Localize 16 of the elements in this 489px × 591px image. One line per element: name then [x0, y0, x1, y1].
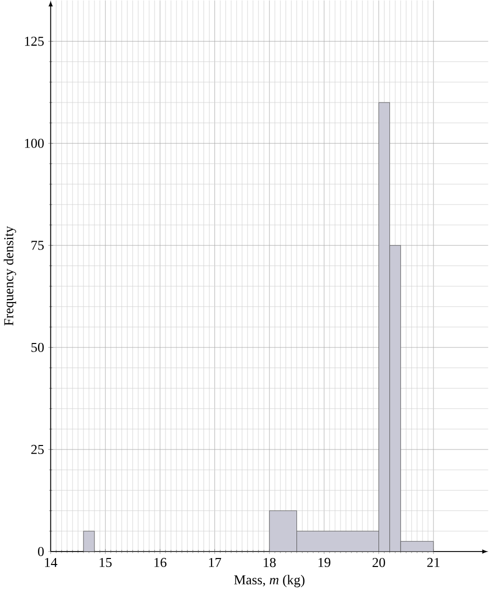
y-tick-label: 125: [25, 36, 44, 46]
x-tick-label: 20: [372, 558, 386, 568]
y-axis-title: Frequency density: [4, 226, 16, 326]
x-axis-title: Mass, m (kg): [234, 574, 305, 588]
y-tick-label: 100: [25, 138, 44, 148]
x-tick-label: 19: [318, 558, 331, 568]
y-tick-label: 75: [32, 240, 44, 250]
x-tick-label: 14: [45, 558, 58, 567]
x-tick-label: 15: [100, 558, 112, 568]
y-tick-label: 25: [31, 444, 44, 454]
x-tick-label: 18: [264, 558, 276, 568]
y-tick-label: 0: [38, 546, 44, 556]
x-tick-label: 21: [427, 558, 440, 567]
y-tick-label: 50: [32, 342, 44, 352]
x-tick-label: 17: [209, 558, 222, 567]
x-tick-label: 16: [154, 558, 167, 568]
